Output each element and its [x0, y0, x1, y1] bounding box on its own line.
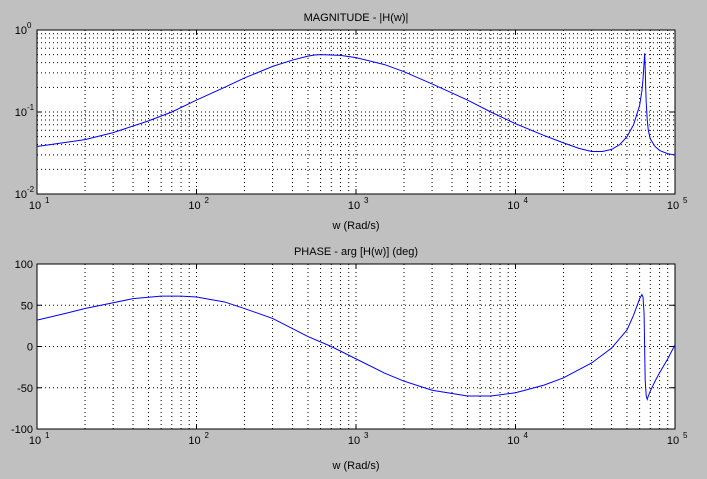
magnitude-subplot: 10 1 10 2 10 3 10 4 10 510 -210 -110 0 MAGNITUDE - |… [15, 12, 688, 232]
y-tick-label: -100 [11, 424, 33, 436]
x-tick-label-exponent: 2 [205, 196, 210, 205]
x-tick-label: 10 [507, 200, 519, 212]
magnitude-grid [37, 30, 675, 194]
x-tick-label: 10 [188, 435, 200, 447]
x-tick-label: 10 [507, 435, 519, 447]
magnitude-curve-group [36, 53, 676, 156]
phase-x-axis-label: w (Rad/s) [331, 460, 379, 472]
x-tick-label: 10 [29, 435, 41, 447]
x-tick-label: 10 [348, 435, 360, 447]
phase-ticks: 10 1 10 2 10 3 10 4 10 5 100 50 0 -50 -100 [11, 259, 688, 447]
x-tick-label: 10 [188, 200, 200, 212]
y-tick-label: 100 [15, 259, 33, 271]
x-tick-label-exponent: 1 [45, 196, 50, 205]
x-tick-label-exponent: 1 [45, 431, 50, 440]
y-tick-label-exponent: -1 [27, 103, 35, 112]
y-tick-label: 50 [21, 300, 33, 312]
x-tick-label-exponent: 3 [364, 196, 369, 205]
y-tick-label-exponent: -2 [27, 185, 35, 194]
magnitude-x-axis-label: w (Rad/s) [331, 220, 379, 232]
x-tick-label-exponent: 3 [364, 431, 369, 440]
magnitude-title: MAGNITUDE - |H(w)| [304, 12, 409, 24]
phase-curve-group [36, 293, 676, 401]
y-tick-label: 10 [15, 25, 27, 37]
x-tick-label-exponent: 5 [683, 196, 688, 205]
y-tick-label: -50 [17, 383, 33, 395]
phase-axes-background [36, 263, 676, 430]
y-tick-label: 10 [15, 107, 27, 119]
magnitude-curve [36, 53, 676, 156]
phase-curve [36, 293, 676, 401]
phase-title: PHASE - arg [H(w)] (deg) [294, 246, 418, 258]
x-tick-label: 10 [348, 200, 360, 212]
phase-subplot: 10 1 10 2 10 3 10 4 10 5 100 50 0 -50 -100 PHASE - arg… [11, 246, 688, 472]
x-tick-label-exponent: 4 [524, 431, 529, 440]
x-tick-label: 10 [29, 200, 41, 212]
x-tick-label: 10 [667, 435, 679, 447]
y-tick-label-exponent: 0 [27, 21, 32, 30]
x-tick-label-exponent: 4 [524, 196, 529, 205]
y-tick-label: 10 [15, 189, 27, 201]
x-tick-label: 10 [667, 200, 679, 212]
x-tick-label-exponent: 5 [683, 431, 688, 440]
x-tick-label-exponent: 2 [205, 431, 210, 440]
magnitude-ticks: 10 1 10 2 10 3 10 4 10 510 -210 -110 0 [15, 21, 688, 212]
y-tick-label: 0 [27, 342, 33, 354]
